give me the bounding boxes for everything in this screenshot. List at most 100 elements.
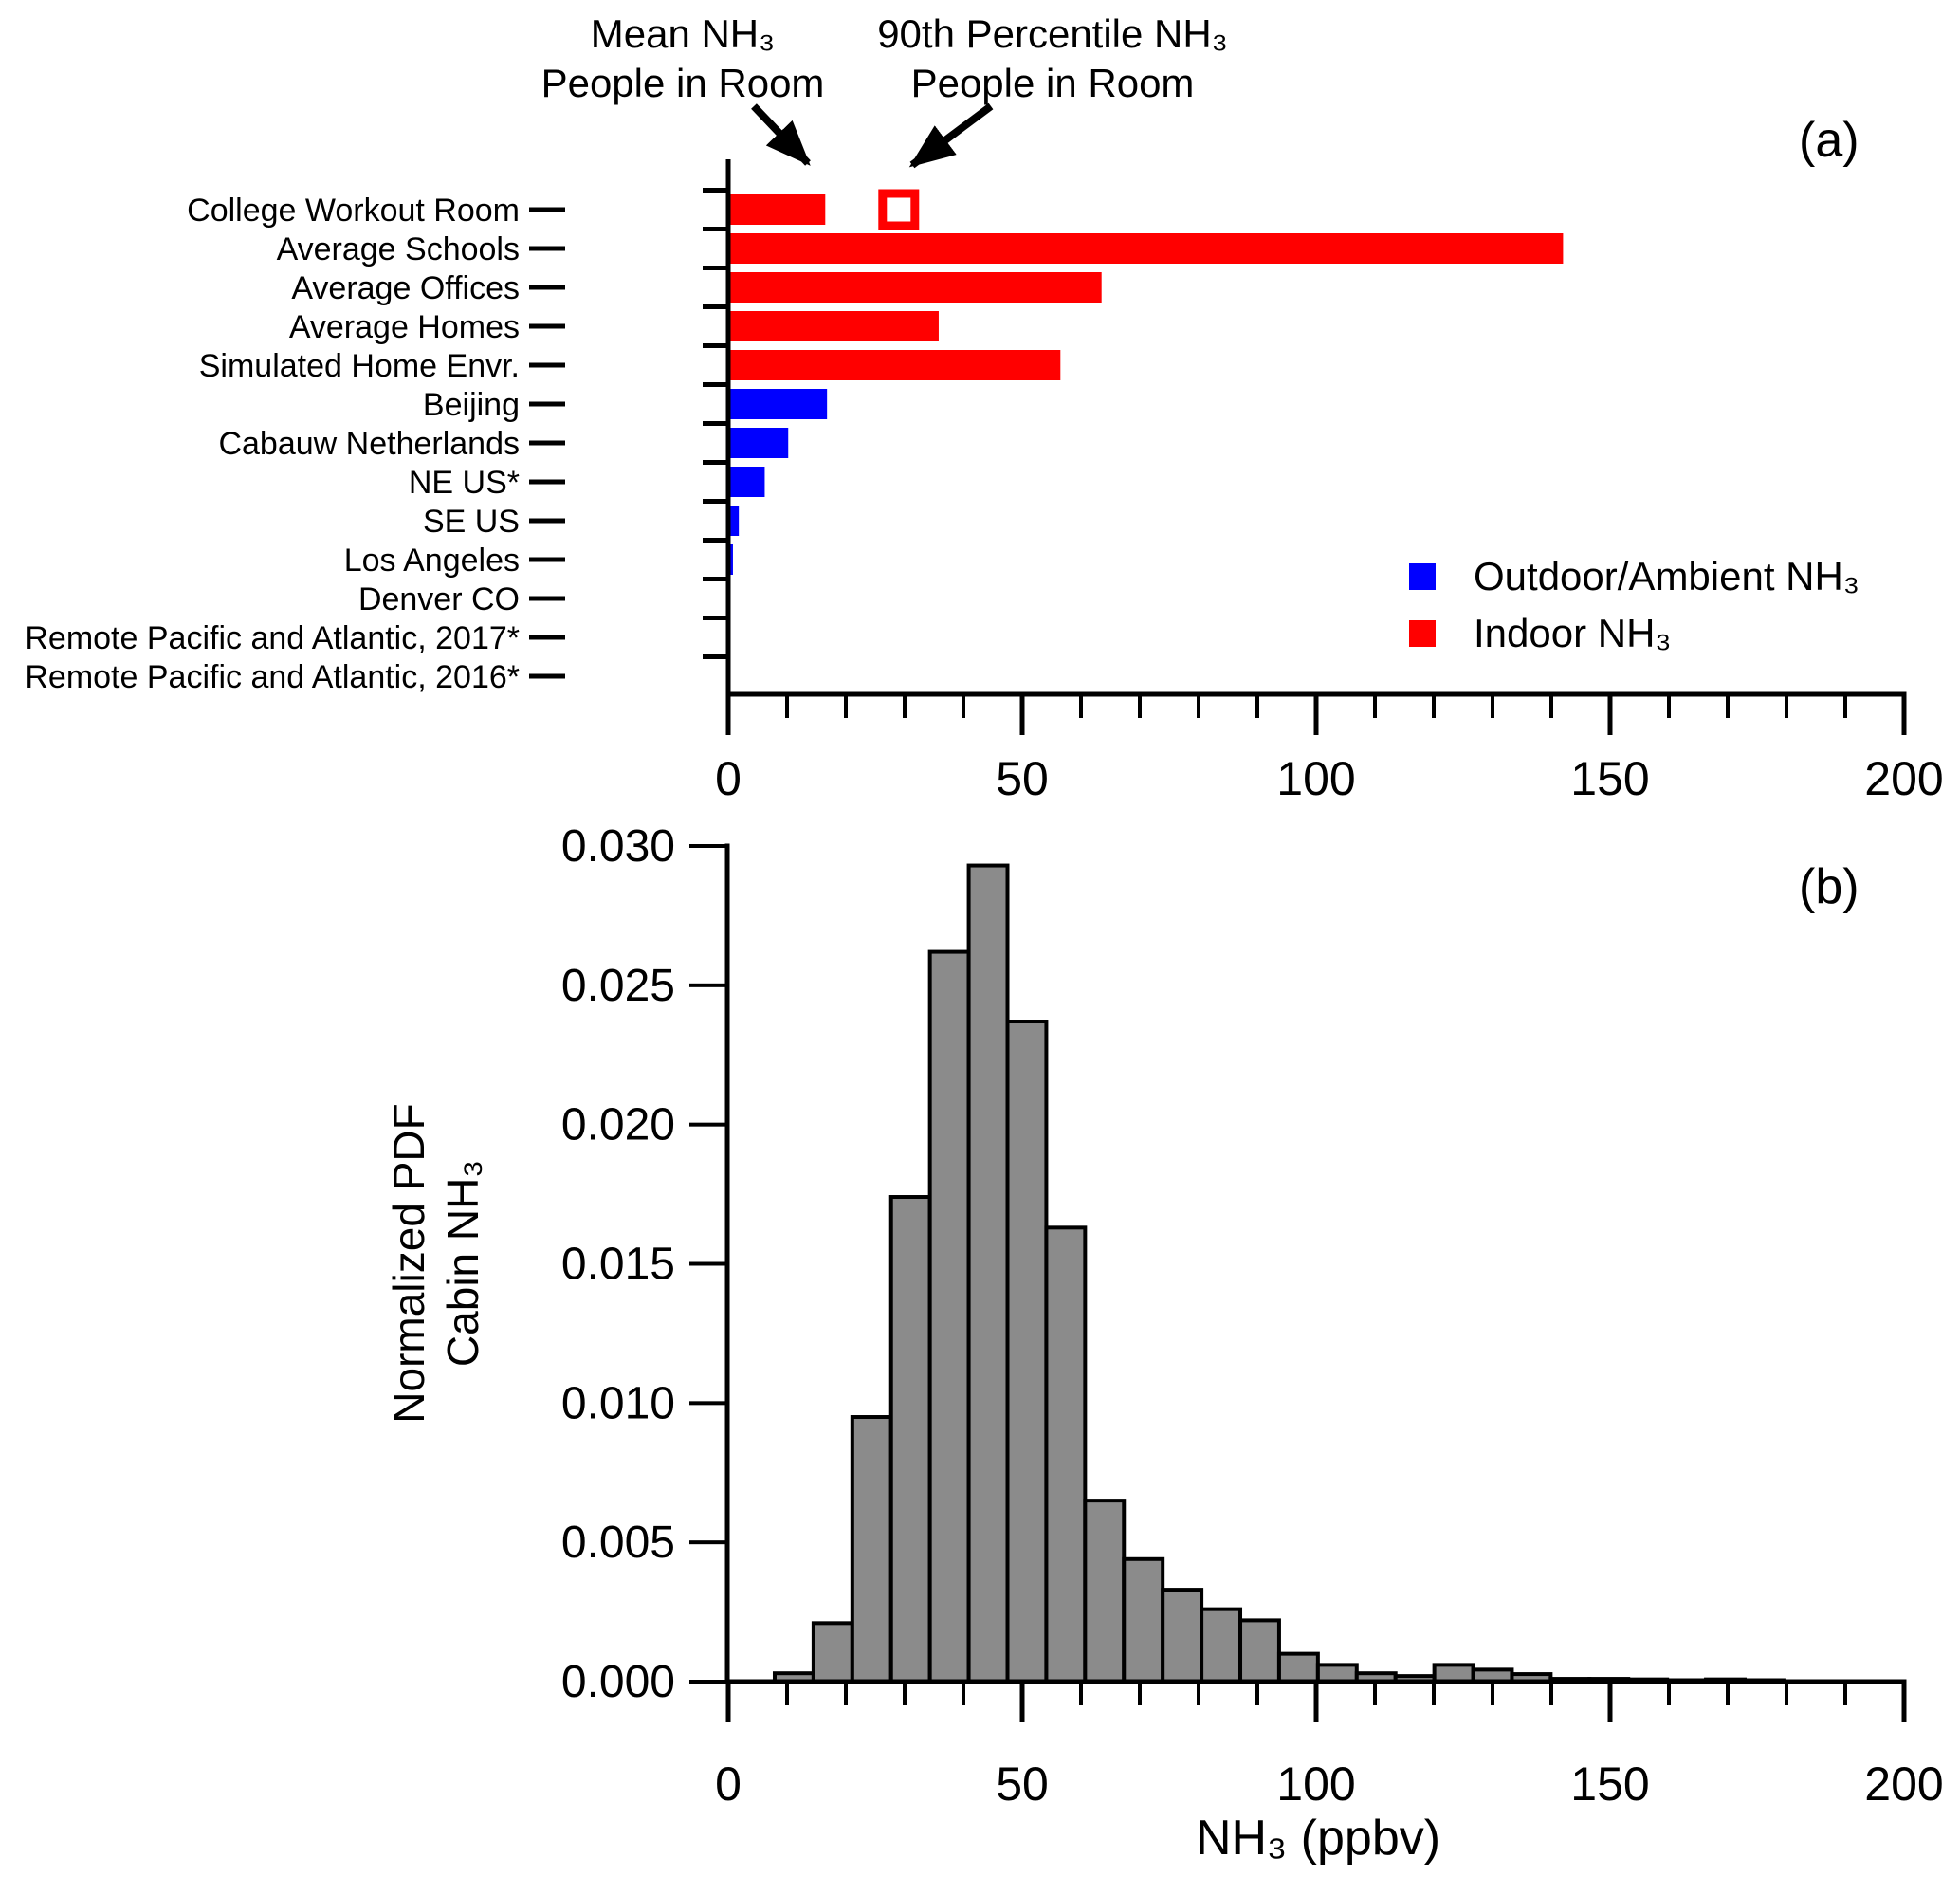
panel-a-x-minor-tick-80 — [1197, 694, 1200, 718]
panel-a-x-minor-tick-140 — [1549, 694, 1553, 718]
panel-b-x-minor-tick-10 — [785, 1682, 789, 1705]
panel-b-letter: (b) — [1799, 859, 1859, 914]
p90-annotation-arrow — [908, 102, 994, 169]
panel-a-category-tick-9 — [703, 538, 728, 543]
panel-b-y-tick-label-1: 0.005 — [561, 1518, 675, 1568]
panel-b-x-minor-tick-80 — [1197, 1682, 1200, 1705]
panel-a-x-minor-tick-10 — [785, 694, 789, 718]
hist-bar-8 — [1083, 1499, 1127, 1684]
hist-bar-5 — [966, 863, 1010, 1684]
panel-b-y-tick-label-4: 0.020 — [561, 1100, 675, 1150]
panel-b-x-minor-tick-130 — [1491, 1682, 1494, 1705]
panel-a-category-dash-2 — [529, 285, 565, 290]
panel-a-bar-7 — [728, 467, 765, 497]
panel-b-x-minor-tick-140 — [1549, 1682, 1553, 1705]
panel-a-category-dash-10 — [529, 596, 565, 601]
panel-a-x-minor-tick-30 — [903, 694, 907, 718]
panel-b-x-minor-tick-190 — [1843, 1682, 1847, 1705]
panel-b-y-tick-6 — [689, 844, 727, 848]
panel-a-x-major-tick-200 — [1901, 694, 1907, 735]
panel-a-category-label-9: Los Angeles — [344, 543, 520, 579]
panel-b-y-tick-3 — [689, 1261, 727, 1266]
hist-bar-11 — [1200, 1607, 1243, 1684]
panel-b-x-tick-label-200: 200 — [1864, 1757, 1943, 1811]
panel-a-bar-2 — [728, 272, 1102, 303]
panel-a-x-minor-tick-60 — [1079, 694, 1083, 718]
panel-a-bar-3 — [728, 311, 939, 341]
panel-a-x-major-tick-150 — [1607, 694, 1613, 735]
panel-a-category-dash-5 — [529, 401, 565, 407]
panel-b-x-major-tick-150 — [1607, 1682, 1613, 1722]
panel-a-x-minor-tick-120 — [1432, 694, 1436, 718]
indoor-legend-swatch — [1409, 620, 1436, 647]
hist-bar-6 — [1005, 1020, 1049, 1684]
panel-b-x-major-tick-0 — [725, 1682, 731, 1722]
hist-bar-14 — [1315, 1663, 1359, 1684]
hist-bar-3 — [888, 1195, 932, 1684]
panel-a-x-minor-tick-70 — [1138, 694, 1142, 718]
legend-row-indoor: Indoor NH₃ — [1409, 605, 1859, 662]
panel-b-x-tick-label-100: 100 — [1276, 1757, 1355, 1811]
panel-a-category-dash-0 — [529, 207, 565, 212]
panel-b-x-axis-title: NH₃ (ppbv) — [1195, 1811, 1441, 1866]
panel-b-x-minor-tick-30 — [903, 1682, 907, 1705]
hist-bar-17 — [1432, 1663, 1475, 1684]
panel-b-y-tick-label-6: 0.030 — [561, 821, 675, 872]
panel-a-category-label-11: Remote Pacific and Atlantic, 2017* — [25, 620, 520, 656]
panel-b-x-minor-tick-160 — [1667, 1682, 1671, 1705]
panel-b-y-axis-title-line2: Cabin NH₃ — [438, 1159, 487, 1368]
panel-a-category-dash-3 — [529, 323, 565, 329]
hist-bar-10 — [1161, 1588, 1204, 1684]
annotation-mean-line1: Mean NH₃ — [590, 11, 776, 56]
panel-b-x-major-tick-100 — [1313, 1682, 1319, 1722]
panel-a-letter: (a) — [1799, 113, 1859, 168]
panel-b-x-tick-label-0: 0 — [715, 1757, 742, 1811]
panel-b-x-minor-tick-180 — [1785, 1682, 1788, 1705]
panel-b-x-minor-tick-110 — [1373, 1682, 1377, 1705]
panel-a-category-dash-4 — [529, 362, 565, 368]
panel-a-category-dash-12 — [529, 673, 565, 679]
hist-bar-9 — [1122, 1556, 1165, 1684]
outdoor-legend-swatch — [1409, 563, 1436, 590]
panel-a-category-tick-0 — [703, 188, 728, 193]
panel-b-x-major-tick-200 — [1901, 1682, 1907, 1722]
panel-b-y-tick-label-5: 0.025 — [561, 961, 675, 1011]
panel-a-category-tick-10 — [703, 577, 728, 581]
panel-a-category-tick-8 — [703, 499, 728, 504]
legend-row-outdoor: Outdoor/Ambient NH₃ — [1409, 548, 1859, 605]
panel-a-category-tick-7 — [703, 460, 728, 465]
panel-b-y-tick-5 — [689, 983, 727, 987]
panel-a-x-minor-tick-180 — [1785, 694, 1788, 718]
panel-b-y-tick-2 — [689, 1401, 727, 1406]
panel-a-x-major-tick-100 — [1313, 694, 1319, 735]
indoor-legend-label: Indoor NH₃ — [1474, 611, 1672, 655]
panel-a-x-minor-tick-160 — [1667, 694, 1671, 718]
hist-bar-1 — [811, 1621, 854, 1684]
panel-a-category-tick-6 — [703, 421, 728, 426]
mean-annotation-arrow — [751, 103, 811, 166]
panel-a-category-tick-4 — [703, 343, 728, 348]
hist-bar-4 — [927, 949, 971, 1684]
p90-open-square-marker — [878, 189, 920, 230]
annotation-90th-percentile-nh3: 90th Percentile NH₃ People in Room — [806, 9, 1299, 108]
panel-a-x-minor-tick-170 — [1726, 694, 1730, 718]
panel-a-category-tick-3 — [703, 304, 728, 309]
panel-a-category-label-12: Remote Pacific and Atlantic, 2016* — [25, 659, 520, 695]
hist-bar-12 — [1238, 1618, 1281, 1684]
panel-a-bar-4 — [728, 350, 1061, 380]
annotation-p90-line1: 90th Percentile NH₃ — [877, 11, 1228, 56]
panel-a-category-dash-11 — [529, 635, 565, 640]
panel-a-bar-0 — [728, 194, 826, 225]
panel-b-x-minor-tick-90 — [1255, 1682, 1259, 1705]
panel-a-x-tick-label-50: 50 — [996, 752, 1049, 805]
panel-a-category-label-2: Average Offices — [291, 270, 520, 306]
panel-a-bar-1 — [728, 233, 1564, 264]
panel-a-category-label-5: Beijing — [423, 387, 520, 423]
legend: Outdoor/Ambient NH₃ Indoor NH₃ — [1409, 548, 1859, 662]
panel-b-x-minor-tick-70 — [1138, 1682, 1142, 1705]
panel-b-y-tick-0 — [689, 1680, 727, 1684]
annotation-mean-line2: People in Room — [540, 61, 825, 105]
panel-a-category-label-1: Average Schools — [277, 231, 520, 267]
